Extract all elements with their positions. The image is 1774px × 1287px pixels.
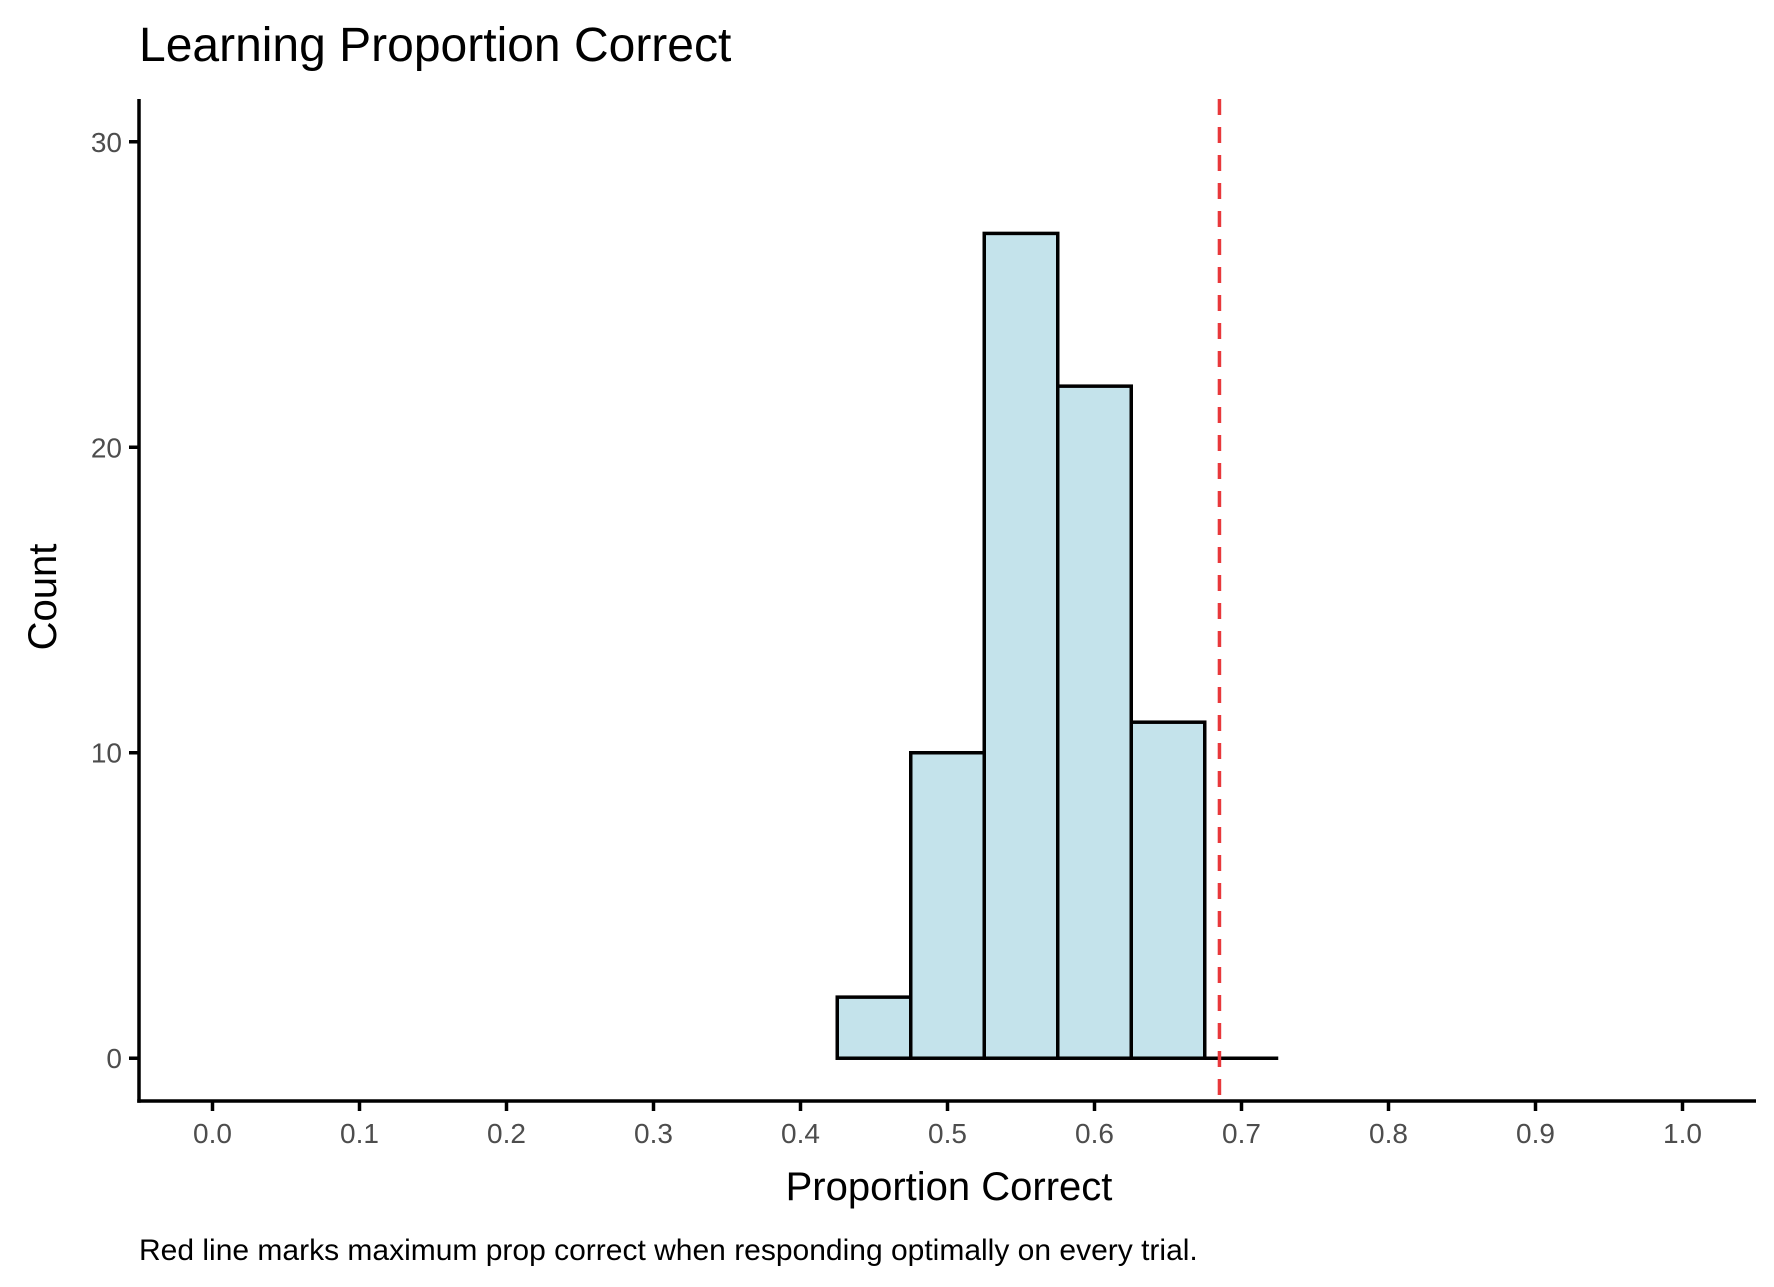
y-tick-label: 10 <box>91 738 122 769</box>
x-tick-label: 0.3 <box>634 1118 673 1149</box>
x-axis-title: Proportion Correct <box>786 1165 1113 1209</box>
y-tick-label: 30 <box>91 127 122 158</box>
x-tick-label: 0.1 <box>340 1118 379 1149</box>
histogram-bars <box>835 231 1279 1060</box>
chart-caption: Red line marks maximum prop correct when… <box>139 1234 1198 1267</box>
histogram-bar-2 <box>982 231 1060 1060</box>
y-tick-label: 0 <box>106 1043 122 1074</box>
x-tick-label: 0.0 <box>193 1118 232 1149</box>
x-axis-ticks: 0.0 0.1 0.2 0.3 0.4 0.5 0.6 0.7 0.8 0.9 1.0 <box>193 1101 1702 1149</box>
y-tick-label: 20 <box>91 432 122 463</box>
x-tick-label: 0.7 <box>1222 1118 1261 1149</box>
y-axis-title: Count <box>21 544 65 651</box>
x-tick-label: 0.5 <box>928 1118 967 1149</box>
x-tick-label: 0.2 <box>487 1118 526 1149</box>
histogram-bar-0 <box>835 995 913 1060</box>
histogram-bar-4 <box>1129 720 1207 1060</box>
x-tick-label: 1.0 <box>1663 1118 1702 1149</box>
x-tick-label: 0.9 <box>1516 1118 1555 1149</box>
x-tick-label: 0.8 <box>1369 1118 1408 1149</box>
x-tick-label: 0.6 <box>1075 1118 1114 1149</box>
y-axis-ticks: 0 10 20 30 <box>91 127 139 1074</box>
histogram-bar-3 <box>1056 384 1133 1060</box>
x-tick-label: 0.4 <box>781 1118 820 1149</box>
histogram-bar-1 <box>909 750 986 1060</box>
chart-title: Learning Proportion Correct <box>139 19 731 72</box>
